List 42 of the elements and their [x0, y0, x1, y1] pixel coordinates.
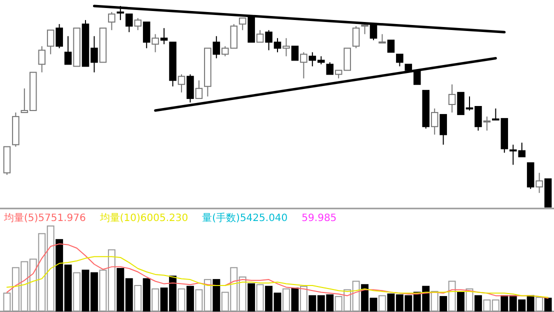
bar: [291, 288, 299, 312]
candlestick: [483, 116, 491, 132]
bar: [142, 278, 150, 312]
candlestick: [134, 18, 142, 31]
candlestick: [326, 62, 334, 75]
candlestick: [282, 38, 290, 57]
candlestick: [142, 22, 150, 49]
candlestick: [126, 14, 133, 33]
bar: [474, 295, 482, 312]
bar: [248, 283, 256, 312]
candlestick: [186, 74, 194, 103]
candlestick: [195, 80, 203, 99]
bar: [212, 279, 220, 312]
candlestick: [291, 46, 299, 61]
candlestick: [152, 34, 159, 53]
text: 59.985: [302, 213, 337, 224]
text: 均量(5)5751.976: [3, 212, 86, 224]
candlestick: [413, 70, 421, 85]
candlestick: [352, 26, 360, 49]
candlestick: [536, 172, 543, 194]
bar: [440, 296, 448, 312]
text: 均量(10)6005.230: [98, 212, 188, 224]
text: 量(手数)5425.040: [202, 212, 288, 224]
bar: [544, 298, 552, 312]
candlestick: [396, 54, 404, 67]
candlestick: [46, 30, 54, 55]
candlestick: [108, 12, 116, 31]
candlestick: [430, 108, 438, 136]
candlestick: [178, 74, 186, 93]
candlestick: [160, 28, 168, 45]
bar: [186, 286, 194, 312]
candlestick: [387, 40, 395, 53]
candlestick: [64, 36, 72, 65]
candlestick: [56, 24, 63, 49]
candlestick: [448, 84, 456, 114]
candlestick: [38, 46, 46, 73]
candlestick: [256, 30, 264, 43]
candlestick: [300, 52, 308, 79]
candlestick: [212, 36, 220, 59]
bar: [457, 292, 464, 312]
candlestick: [238, 18, 246, 31]
candlestick: [440, 114, 447, 146]
